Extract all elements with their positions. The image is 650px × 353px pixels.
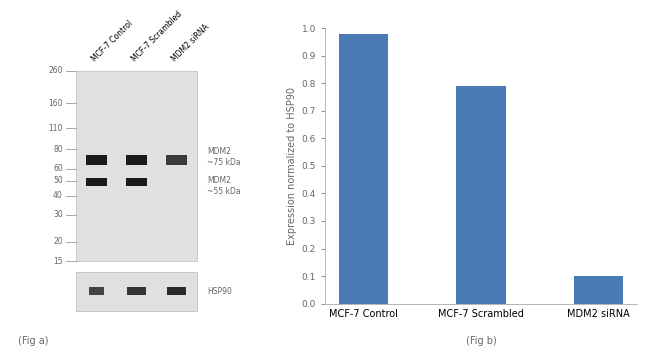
Text: 30: 30 [53,210,63,220]
Text: MCF-7 Control: MCF-7 Control [90,19,135,64]
Bar [456,86,506,304]
Y-axis label: Expression normalized to HSP90: Expression normalized to HSP90 [287,87,298,245]
Text: (Fig b): (Fig b) [465,336,497,346]
Bar [86,178,107,186]
Text: 15: 15 [53,257,63,266]
Bar [77,272,196,311]
Bar [89,287,103,295]
Bar [86,155,107,165]
Text: 160: 160 [48,98,63,108]
Text: 60: 60 [53,164,63,173]
Text: 50: 50 [53,176,63,185]
Text: 40: 40 [53,191,63,200]
Text: MDM2
~75 kDa: MDM2 ~75 kDa [207,146,241,167]
Text: HSP90: HSP90 [207,287,232,296]
Bar [77,71,196,261]
Text: 260: 260 [48,66,63,75]
Bar [127,287,146,295]
Text: (Fig a): (Fig a) [18,336,48,346]
Text: 20: 20 [53,238,63,246]
Bar [166,155,187,165]
Bar [126,155,147,165]
Text: MCF-7 Scrambled: MCF-7 Scrambled [130,10,184,64]
Bar [339,34,389,304]
Text: 80: 80 [53,145,63,154]
Text: 110: 110 [48,124,63,133]
Bar [126,178,147,186]
Text: MDM2
~55 kDa: MDM2 ~55 kDa [207,175,241,196]
Bar [573,276,623,304]
Bar [167,287,186,295]
Text: MDM2 siRNA: MDM2 siRNA [170,23,211,64]
